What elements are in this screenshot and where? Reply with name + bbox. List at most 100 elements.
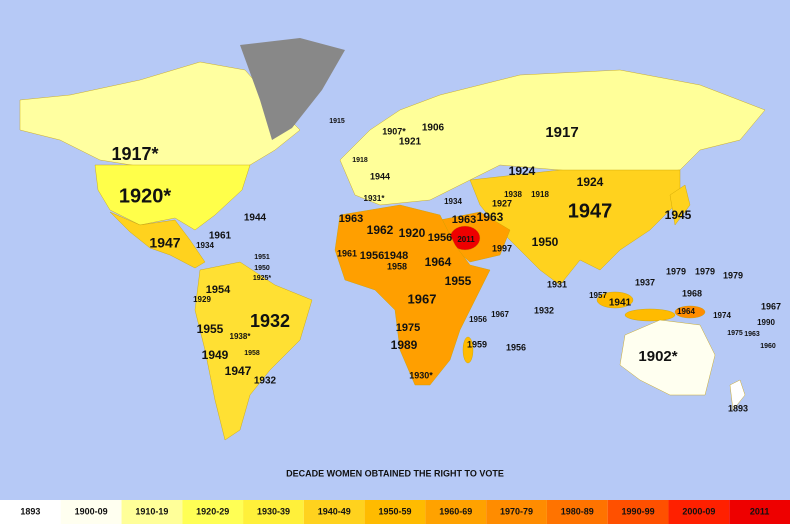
year-label: 1902* bbox=[638, 348, 677, 365]
legend-label: 1970-79 bbox=[500, 506, 533, 516]
year-label: 1961 bbox=[337, 248, 357, 258]
year-label: 1975 bbox=[727, 330, 743, 337]
year-label: 1950 bbox=[254, 265, 270, 272]
legend-label: 2000-09 bbox=[682, 506, 715, 516]
legend-label: 1910-19 bbox=[135, 506, 168, 516]
legend-swatch bbox=[425, 500, 487, 524]
year-label: 1960 bbox=[760, 343, 776, 350]
year-label: 1938* bbox=[230, 332, 252, 341]
year-label: 1967 bbox=[491, 310, 509, 319]
year-label: 1932 bbox=[254, 376, 277, 387]
year-label: 1962 bbox=[367, 223, 394, 237]
legend-swatch bbox=[486, 500, 547, 524]
legend-swatch bbox=[182, 500, 244, 524]
year-label: 1929 bbox=[193, 295, 211, 304]
year-label: 1963 bbox=[744, 331, 760, 338]
year-label: 1958 bbox=[387, 261, 407, 271]
year-label: 1927 bbox=[492, 198, 512, 208]
year-label: 1941 bbox=[609, 298, 632, 309]
legend-label: 1940-49 bbox=[318, 506, 351, 516]
year-label: 1917 bbox=[545, 124, 578, 141]
year-label: 1924 bbox=[509, 164, 536, 178]
year-label: 1963 bbox=[452, 214, 476, 226]
year-label: 1918 bbox=[531, 190, 549, 199]
legend-swatch bbox=[303, 500, 365, 524]
year-label: 1944 bbox=[244, 213, 267, 224]
year-label: 1925* bbox=[253, 275, 272, 282]
year-label: 1918 bbox=[352, 157, 368, 164]
year-label: 1944 bbox=[370, 171, 390, 181]
year-label: 1950 bbox=[532, 235, 559, 249]
year-label: 1958 bbox=[244, 350, 260, 357]
legend-label: 1893 bbox=[20, 506, 40, 516]
legend-label: 1980-89 bbox=[561, 506, 594, 516]
legend-swatch bbox=[607, 500, 669, 524]
year-label: 1961 bbox=[209, 231, 232, 242]
legend-swatch bbox=[60, 500, 122, 524]
year-label: 1951 bbox=[254, 254, 270, 261]
legend-label: 1930-39 bbox=[257, 506, 290, 516]
legend-swatch bbox=[0, 500, 61, 524]
year-label: 1979 bbox=[695, 266, 715, 276]
year-label: 1930* bbox=[409, 370, 433, 380]
year-label: 1964 bbox=[425, 255, 452, 269]
legend-label: 2011 bbox=[750, 506, 770, 516]
year-label: 1948 bbox=[384, 250, 408, 262]
year-label: 1934 bbox=[444, 197, 462, 206]
year-label: 2011 bbox=[457, 235, 475, 244]
year-label: 1906 bbox=[422, 123, 445, 134]
legend-swatch bbox=[243, 500, 304, 524]
year-label: 1934 bbox=[196, 241, 214, 250]
legend-title: DECADE WOMEN OBTAINED THE RIGHT TO VOTE bbox=[286, 468, 504, 478]
year-label: 1979 bbox=[723, 270, 743, 280]
year-label: 1954 bbox=[206, 284, 231, 296]
year-label: 1967 bbox=[761, 301, 781, 311]
year-label: 1907* bbox=[382, 126, 406, 136]
year-label: 1924 bbox=[577, 175, 604, 189]
year-label: 1931* bbox=[364, 194, 386, 203]
year-label: 1949 bbox=[202, 348, 229, 362]
legend: 1893 1900-09 1910-19 1920-29 1930-39 1940-49 1… bbox=[0, 500, 790, 524]
year-label: 1963 bbox=[477, 210, 504, 224]
year-label: 1956 bbox=[360, 250, 384, 262]
legend-label: 1900-09 bbox=[75, 506, 108, 516]
year-label: 1932 bbox=[250, 311, 290, 331]
year-label: 1975 bbox=[396, 322, 420, 334]
year-label: 1957 bbox=[589, 291, 607, 300]
year-label: 1989 bbox=[391, 338, 418, 352]
year-label: 1937 bbox=[635, 277, 655, 287]
year-label: 1947 bbox=[225, 364, 252, 378]
legend-swatch bbox=[364, 500, 426, 524]
year-label: 1931 bbox=[547, 279, 567, 289]
legend-label: 1950-59 bbox=[378, 506, 411, 516]
year-label: 1917* bbox=[111, 144, 158, 164]
legend-label: 1990-99 bbox=[622, 506, 655, 516]
year-label: 1932 bbox=[534, 305, 554, 315]
year-label: 1915 bbox=[329, 118, 345, 125]
year-label: 1959 bbox=[467, 339, 487, 349]
year-label: 1990 bbox=[757, 318, 775, 327]
year-label: 1964 bbox=[677, 307, 695, 316]
year-label: 1955 bbox=[197, 322, 224, 336]
legend-swatch bbox=[121, 500, 183, 524]
year-label: 1997 bbox=[492, 243, 512, 253]
year-label: 1963 bbox=[339, 213, 363, 225]
year-label: 1956 bbox=[469, 315, 487, 324]
year-label: 1968 bbox=[682, 288, 702, 298]
year-label: 1920* bbox=[119, 185, 171, 207]
year-label: 1945 bbox=[665, 208, 692, 222]
legend-swatch bbox=[729, 500, 790, 524]
year-label: 1947 bbox=[149, 235, 180, 251]
year-label: 1947 bbox=[568, 200, 613, 222]
year-label: 1956 bbox=[506, 342, 526, 352]
legend-label: 1960-69 bbox=[439, 506, 472, 516]
year-label: 1920 bbox=[399, 226, 426, 240]
year-label: 1955 bbox=[445, 274, 472, 288]
year-label: 1974 bbox=[713, 311, 731, 320]
land bbox=[19, 38, 766, 441]
legend-swatch bbox=[668, 500, 730, 524]
legend-swatch bbox=[546, 500, 608, 524]
year-label: 1979 bbox=[666, 266, 686, 276]
year-label: 1956 bbox=[428, 232, 452, 244]
